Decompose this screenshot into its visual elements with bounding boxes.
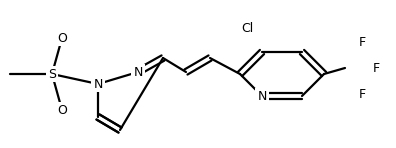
Text: N: N: [257, 90, 267, 103]
Text: N: N: [93, 78, 103, 90]
Text: O: O: [57, 103, 67, 116]
Text: Cl: Cl: [241, 21, 253, 34]
Text: F: F: [372, 62, 379, 74]
Text: F: F: [358, 36, 366, 49]
Text: N: N: [133, 66, 143, 78]
Text: F: F: [358, 87, 366, 100]
Text: O: O: [57, 32, 67, 45]
Text: S: S: [48, 67, 56, 81]
